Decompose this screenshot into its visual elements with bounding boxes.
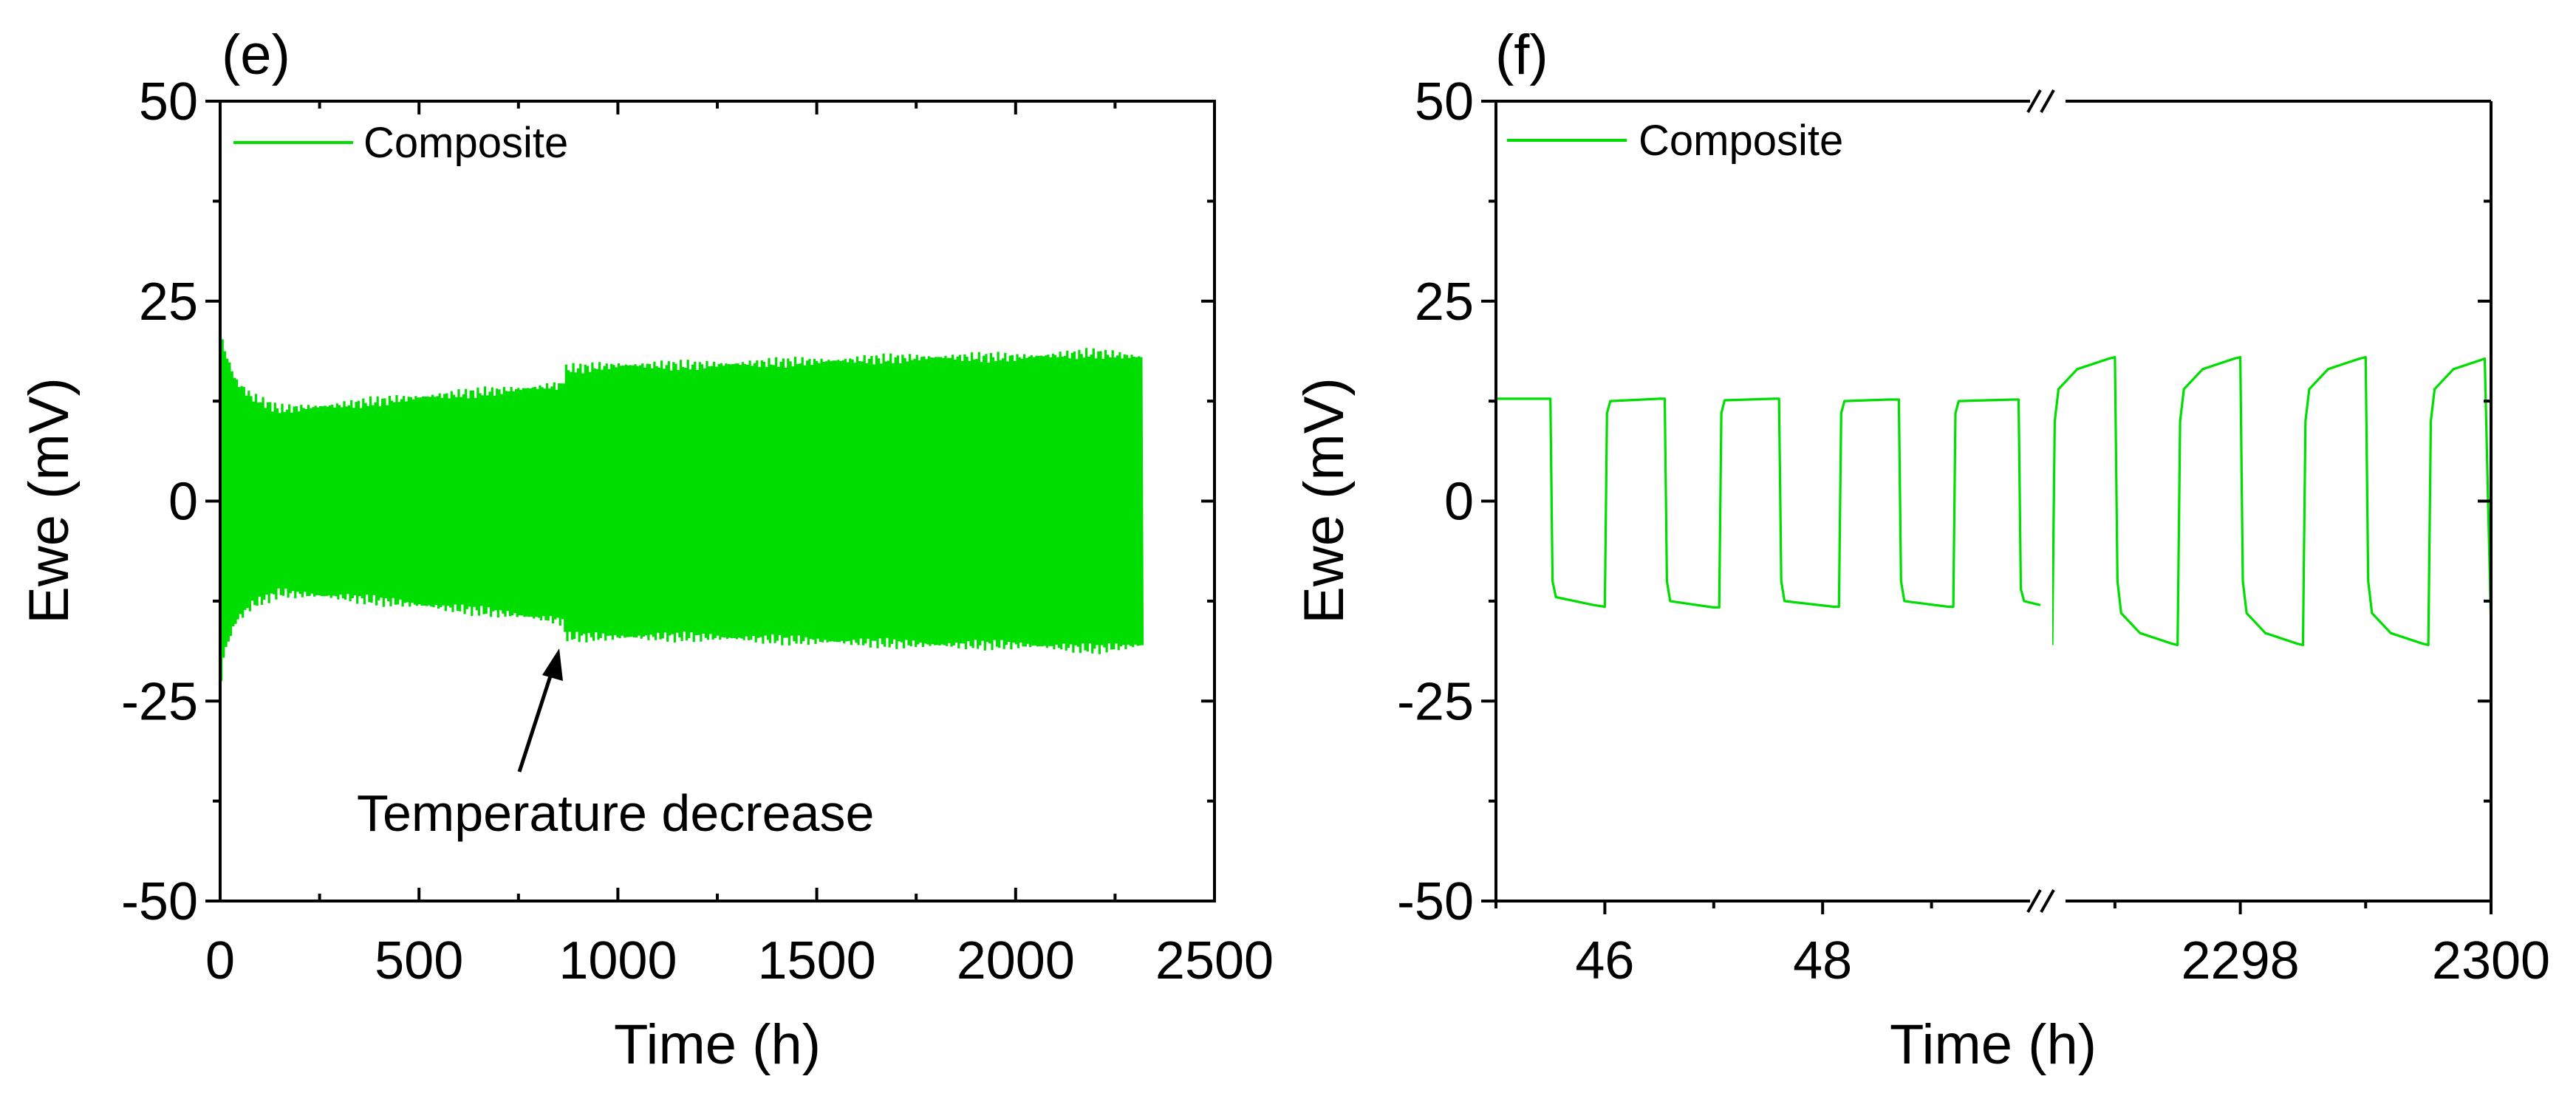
e-xtick-label: 1500 <box>758 931 876 990</box>
e-series-composite <box>220 325 1144 682</box>
f-xtick-label: 48 <box>1793 931 1852 990</box>
e-legend-label: Composite <box>363 119 568 167</box>
panel-e: (e) 0 500 1000 1500 2000 2500 50 25 0 -25 -50 Time… <box>18 24 1274 1076</box>
panel-f: (f) 46 48 2298 2300 50 25 0 -25 -50 Time (h) Ewe… <box>1293 24 2550 1076</box>
f-series-composite-segment-1-group <box>1497 397 2040 609</box>
f-tick-labels: 46 48 2298 2300 50 25 0 -25 -50 <box>1397 72 2550 990</box>
e-ytick-label: -50 <box>121 872 198 931</box>
f-ticks <box>1481 100 2493 914</box>
f-axis-break-marks <box>2026 89 2055 913</box>
f-ytick-label: 50 <box>1415 72 1474 131</box>
f-xtick-label: 2300 <box>2432 931 2550 990</box>
f-ytick-label: -25 <box>1397 672 1474 731</box>
e-tick-labels: 0 500 1000 1500 2000 2500 50 25 0 -25 -50 <box>121 72 1274 990</box>
e-x-axis-title: Time (h) <box>614 1013 821 1076</box>
e-xtick-label: 1000 <box>558 931 677 990</box>
f-series-composite-segment-2 <box>2052 356 2490 646</box>
f-series-composite-segment-1 <box>1497 397 2040 609</box>
f-series-composite-segment-2-group <box>2052 356 2490 646</box>
f-data-layer <box>1497 356 2490 646</box>
e-ytick-label: 0 <box>168 473 198 532</box>
e-xtick-label: 2500 <box>1155 931 1274 990</box>
f-xtick-label: 2298 <box>2181 931 2299 990</box>
panel-label-e: (e) <box>222 24 290 86</box>
e-ytick-label: 25 <box>139 273 198 332</box>
f-plot-frame <box>1494 100 2493 903</box>
e-ytick-label: 50 <box>139 72 198 131</box>
f-ytick-label: 25 <box>1415 273 1474 332</box>
f-x-axis-title: Time (h) <box>1890 1013 2097 1076</box>
e-ticks <box>205 100 1216 903</box>
panel-label-f: (f) <box>1495 24 1548 86</box>
e-xtick-label: 2000 <box>957 931 1075 990</box>
e-data-layer <box>220 325 1144 682</box>
e-y-axis-title: Ewe (mV) <box>18 377 81 624</box>
f-xtick-label: 46 <box>1575 931 1634 990</box>
e-xtick-label: 0 <box>205 931 235 990</box>
e-ytick-label: -25 <box>121 672 198 731</box>
f-y-axis-title: Ewe (mV) <box>1293 377 1356 624</box>
f-ytick-label: 0 <box>1444 473 1474 532</box>
e-xtick-label: 500 <box>375 931 463 990</box>
f-ytick-label: -50 <box>1397 872 1474 931</box>
e-annotation-arrow <box>517 648 563 773</box>
f-legend-label: Composite <box>1639 117 1843 165</box>
e-annotation-text: Temperature decrease <box>357 784 874 842</box>
